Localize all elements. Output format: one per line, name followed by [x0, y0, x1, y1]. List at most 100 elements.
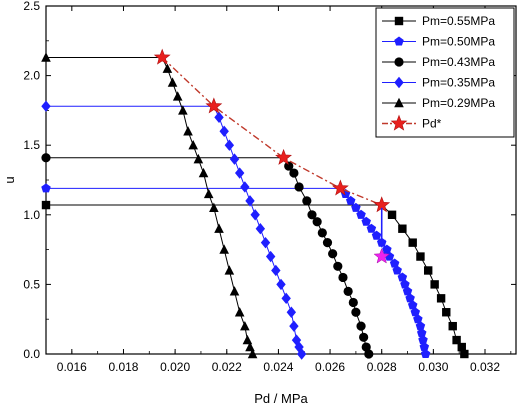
series-point [209, 202, 219, 213]
series-point [430, 280, 439, 289]
series-point [41, 183, 51, 193]
series-point [224, 139, 235, 151]
legend-marker [394, 36, 404, 46]
series-point [397, 272, 408, 282]
series-point [361, 342, 371, 352]
series-point [188, 140, 198, 150]
series-point [312, 217, 322, 227]
series-Pm=0.29MPa [41, 52, 258, 359]
y-tick-label: 2.5 [23, 0, 40, 13]
series-point [338, 272, 348, 283]
series-Pm=0.43MPa [41, 153, 374, 359]
series-point [260, 236, 271, 249]
annotation-arrow-head [377, 239, 386, 248]
series-point [457, 342, 466, 352]
series-point [245, 341, 255, 352]
series-point [366, 223, 377, 233]
series-point [276, 278, 286, 291]
legend: Pm=0.55MPa Pm=0.50MPa Pm=0.43MPa Pm=0.35MPa… [375, 7, 515, 138]
series-point [343, 286, 353, 296]
series-point [224, 265, 235, 275]
series-point [205, 97, 223, 114]
series-Pm=0.35MPa [41, 100, 307, 360]
y-tick-label: 0.0 [23, 347, 40, 361]
y-tick-label: 1.0 [23, 208, 40, 222]
series-Pm=0.50MPa [41, 183, 431, 359]
series-point [219, 125, 229, 137]
series-point [442, 308, 451, 317]
series-point [240, 320, 250, 331]
series-point [271, 264, 281, 277]
series-point [214, 223, 224, 233]
series-point [333, 261, 343, 271]
series-point [351, 307, 361, 317]
series-point [183, 126, 193, 136]
series-point [153, 48, 171, 65]
legend-label: Pm=0.43MPa [422, 55, 495, 69]
x-tick-label: 0.026 [315, 360, 345, 374]
legend-marker [394, 76, 404, 89]
series-point [229, 286, 240, 296]
x-tick-label: 0.016 [57, 360, 87, 374]
x-tick-label: 0.018 [108, 360, 138, 374]
series-point [328, 249, 338, 259]
legend-label: Pd* [422, 117, 442, 131]
annotation-layer [373, 207, 390, 264]
series-point [356, 321, 366, 331]
series-point [408, 238, 417, 247]
legend-label: Pm=0.55MPa [422, 14, 495, 28]
series-point [219, 244, 229, 254]
x-axis-title: Pd / MPa [254, 391, 308, 406]
series-point [41, 153, 51, 163]
legend-item: Pm=0.29MPa [382, 96, 495, 110]
series-point [193, 153, 204, 164]
series-point [371, 230, 382, 240]
series-point [214, 111, 224, 124]
series-point [245, 195, 255, 207]
series-point [289, 320, 299, 332]
legend-item: Pm=0.55MPa [382, 14, 495, 28]
series-point [234, 167, 245, 179]
x-tick-label: 0.024 [263, 360, 293, 374]
series-point [331, 179, 349, 196]
legend-marker [394, 97, 404, 108]
series-point [255, 223, 266, 235]
series-point [284, 161, 294, 171]
series-point [41, 100, 51, 112]
series-point [247, 348, 258, 359]
series-point [203, 188, 214, 199]
series-point [416, 252, 425, 261]
x-tick-label: 0.020 [160, 360, 190, 374]
series-point [289, 168, 299, 178]
y-axis-title: u [2, 176, 17, 183]
y-tick-label: 2.0 [23, 69, 40, 83]
series-point [392, 265, 402, 275]
series-point [265, 250, 276, 263]
series-point [398, 224, 407, 233]
series-point [416, 328, 427, 338]
series-point [405, 293, 415, 303]
series-point [418, 335, 428, 345]
x-tick-label: 0.032 [470, 360, 500, 374]
series-point [402, 286, 413, 296]
legend-item: Pd* [382, 114, 442, 131]
legend-item: Pm=0.50MPa [382, 35, 495, 49]
series-point [351, 202, 361, 212]
legend-marker [394, 57, 404, 67]
series-point [198, 167, 209, 178]
series-point [345, 195, 356, 205]
series-line [161, 56, 382, 206]
series-point [460, 349, 469, 359]
series-point [419, 342, 430, 352]
series-point [452, 335, 461, 345]
series-point [281, 292, 291, 305]
series-point [415, 321, 426, 331]
series-Pd-star [153, 48, 391, 213]
series-point [359, 332, 369, 342]
x-tick-label: 0.022 [212, 360, 242, 374]
x-tick-label: 0.030 [418, 360, 448, 374]
series-point [382, 244, 392, 254]
series-point [420, 349, 431, 359]
annotation-star [373, 247, 390, 264]
